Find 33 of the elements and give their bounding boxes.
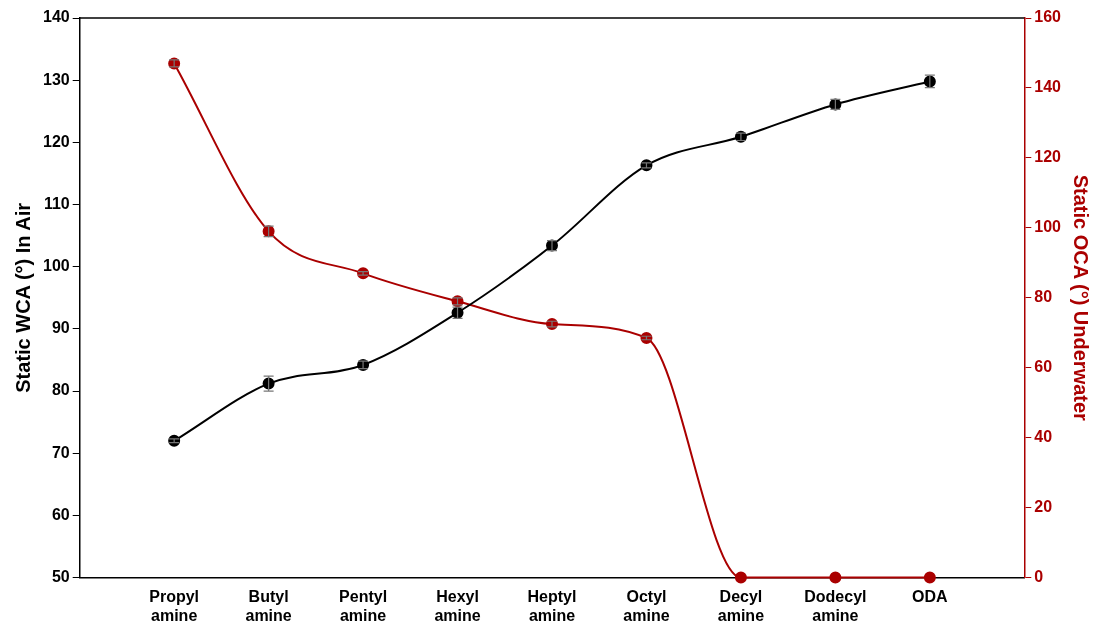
x-tick-label: Butyl amine xyxy=(245,587,292,624)
x-tick-label: Propyl amine xyxy=(149,587,200,624)
y-tick-label: 50 xyxy=(51,568,70,586)
x-tick-label: Decyl amine xyxy=(717,587,765,624)
y-tick-label: 100 xyxy=(42,257,70,275)
y2-tick-label: 80 xyxy=(1034,288,1053,306)
y2-tick-label: 140 xyxy=(1034,78,1062,96)
x-tick-label: Pentyl amine xyxy=(339,587,388,624)
y2-tick-label: 0 xyxy=(1034,568,1044,586)
y-tick-label: 130 xyxy=(42,70,70,88)
y-axis-title: Static WCA (°) In Air xyxy=(11,202,34,393)
x-tick-label: Heptyl amine xyxy=(527,587,577,624)
y-tick-label: 80 xyxy=(51,381,70,399)
y2-tick-label: 100 xyxy=(1034,218,1062,236)
point xyxy=(923,571,936,584)
y2-tick-label: 40 xyxy=(1034,428,1053,446)
point xyxy=(829,571,842,584)
y-tick-label: 60 xyxy=(51,505,70,523)
y2-tick-label: 120 xyxy=(1034,148,1062,166)
y2-tick-label: 20 xyxy=(1034,498,1053,516)
y-tick-label: 120 xyxy=(42,132,70,150)
x-tick-label: ODA xyxy=(912,587,949,605)
x-tick-label: Octyl amine xyxy=(623,587,670,624)
point xyxy=(734,571,747,584)
x-tick-label: Hexyl amine xyxy=(434,587,481,624)
y-tick-label: 90 xyxy=(51,319,70,337)
y2-tick-label: 160 xyxy=(1034,8,1062,26)
x-tick-label: Dodecyl amine xyxy=(804,587,867,624)
y-tick-label: 110 xyxy=(43,194,70,212)
y-tick-label: 140 xyxy=(42,8,70,26)
y-tick-label: 70 xyxy=(51,443,70,461)
y2-tick-label: 60 xyxy=(1034,358,1053,376)
y2-axis-title: Static OCA (°) Underwater xyxy=(1070,174,1093,422)
